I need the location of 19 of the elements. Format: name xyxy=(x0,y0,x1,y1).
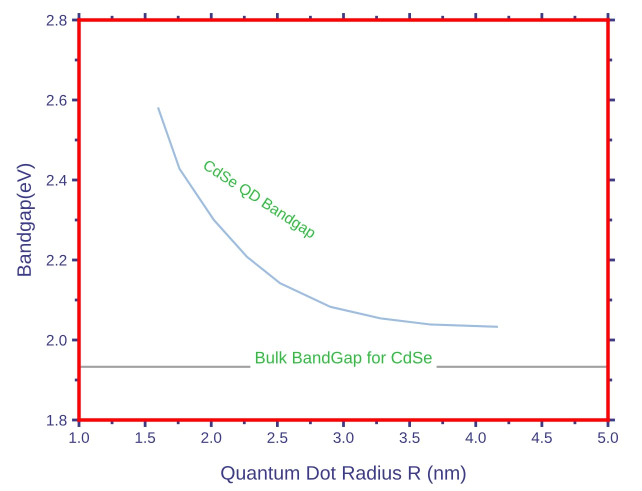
y-tick-label: 2.4 xyxy=(46,174,67,186)
x-tick-label: 4.5 xyxy=(532,432,552,444)
x-tick-label: 2.0 xyxy=(201,432,222,444)
y-tick-label: 1.8 xyxy=(47,414,67,426)
x-tick-label: 3.5 xyxy=(400,432,420,444)
x-tick-label: 5.0 xyxy=(598,432,618,444)
line-series xyxy=(157,107,498,328)
y-tick-label: 2.8 xyxy=(46,14,67,26)
x-tick-label: 2.5 xyxy=(268,432,288,444)
y-tick-label: 2.2 xyxy=(46,254,66,266)
x-tick-label: 3.0 xyxy=(333,432,354,444)
ref-line-label: Bulk BandGap for CdSe xyxy=(256,351,432,367)
y-axis-title: Bandgap(eV) xyxy=(16,164,35,276)
x-tick-label: 1.5 xyxy=(136,432,156,444)
y-tick-label: 2.6 xyxy=(46,94,67,106)
x-tick-label: 4.0 xyxy=(465,432,486,444)
x-tick-label: 1.0 xyxy=(70,432,90,444)
x-axis-title: Quantum Dot Radius R (nm) xyxy=(221,465,466,484)
y-tick-label: 2.0 xyxy=(46,334,67,346)
